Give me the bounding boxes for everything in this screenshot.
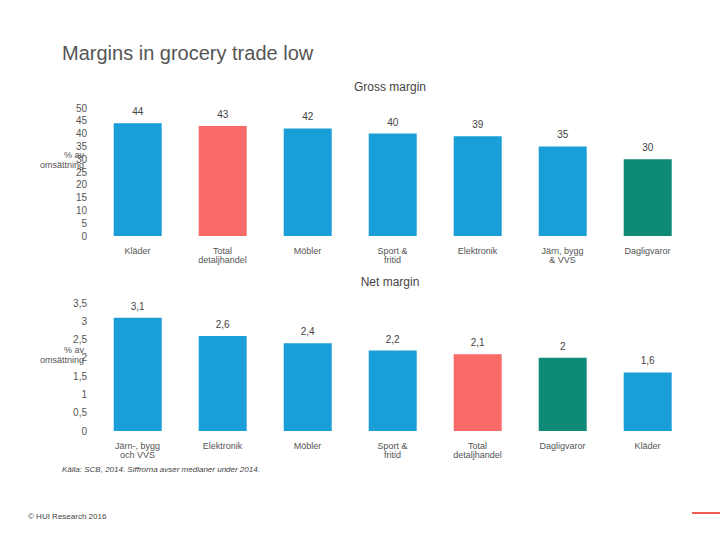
svg-text:45: 45 [76,115,88,126]
svg-text:0,5: 0,5 [73,407,87,418]
svg-text:Sport &fritid: Sport &fritid [377,441,407,460]
svg-text:2,6: 2,6 [216,319,230,330]
svg-text:44: 44 [132,106,144,117]
svg-text:1,6: 1,6 [641,355,655,366]
svg-text:25: 25 [76,167,88,178]
svg-text:50: 50 [76,103,88,114]
svg-text:43: 43 [217,109,229,120]
svg-text:1: 1 [81,389,87,400]
svg-text:Dagligvaror: Dagligvaror [539,441,585,451]
svg-text:35: 35 [76,141,88,152]
svg-text:5: 5 [81,218,87,229]
svg-text:Totaldetaljhandel: Totaldetaljhandel [453,441,502,460]
svg-text:3,5: 3,5 [73,298,87,309]
svg-text:30: 30 [76,154,88,165]
svg-text:40: 40 [387,117,399,128]
svg-text:2,4: 2,4 [301,326,315,337]
svg-text:3,1: 3,1 [131,301,145,312]
svg-text:2: 2 [81,352,87,363]
svg-text:1,5: 1,5 [73,371,87,382]
svg-text:3: 3 [81,316,87,327]
svg-text:Järn-, byggoch VVS: Järn-, byggoch VVS [115,441,160,460]
svg-text:2,1: 2,1 [471,337,485,348]
svg-text:Elektronik: Elektronik [203,441,243,451]
svg-text:39: 39 [472,119,484,130]
svg-text:30: 30 [642,142,654,153]
svg-text:10: 10 [76,205,88,216]
svg-text:Totaldetaljhandel: Totaldetaljhandel [198,246,247,265]
svg-text:20: 20 [76,179,88,190]
svg-text:Kläder: Kläder [124,246,150,256]
svg-text:0: 0 [81,231,87,242]
svg-text:Elektronik: Elektronik [458,246,498,256]
svg-text:2,5: 2,5 [73,334,87,345]
svg-text:Sport &fritid: Sport &fritid [377,246,407,265]
svg-text:35: 35 [557,129,569,140]
svg-text:2,2: 2,2 [386,334,400,345]
svg-text:2: 2 [560,341,566,352]
svg-text:40: 40 [76,128,88,139]
svg-text:15: 15 [76,192,88,203]
svg-text:0: 0 [81,426,87,437]
svg-text:Möbler: Möbler [294,441,322,451]
svg-text:Möbler: Möbler [294,246,322,256]
svg-text:Järn, bygg& VVS: Järn, bygg& VVS [541,246,583,265]
svg-text:Kläder: Kläder [634,441,660,451]
svg-text:42: 42 [302,111,314,122]
svg-text:Dagligvaror: Dagligvaror [624,246,670,256]
